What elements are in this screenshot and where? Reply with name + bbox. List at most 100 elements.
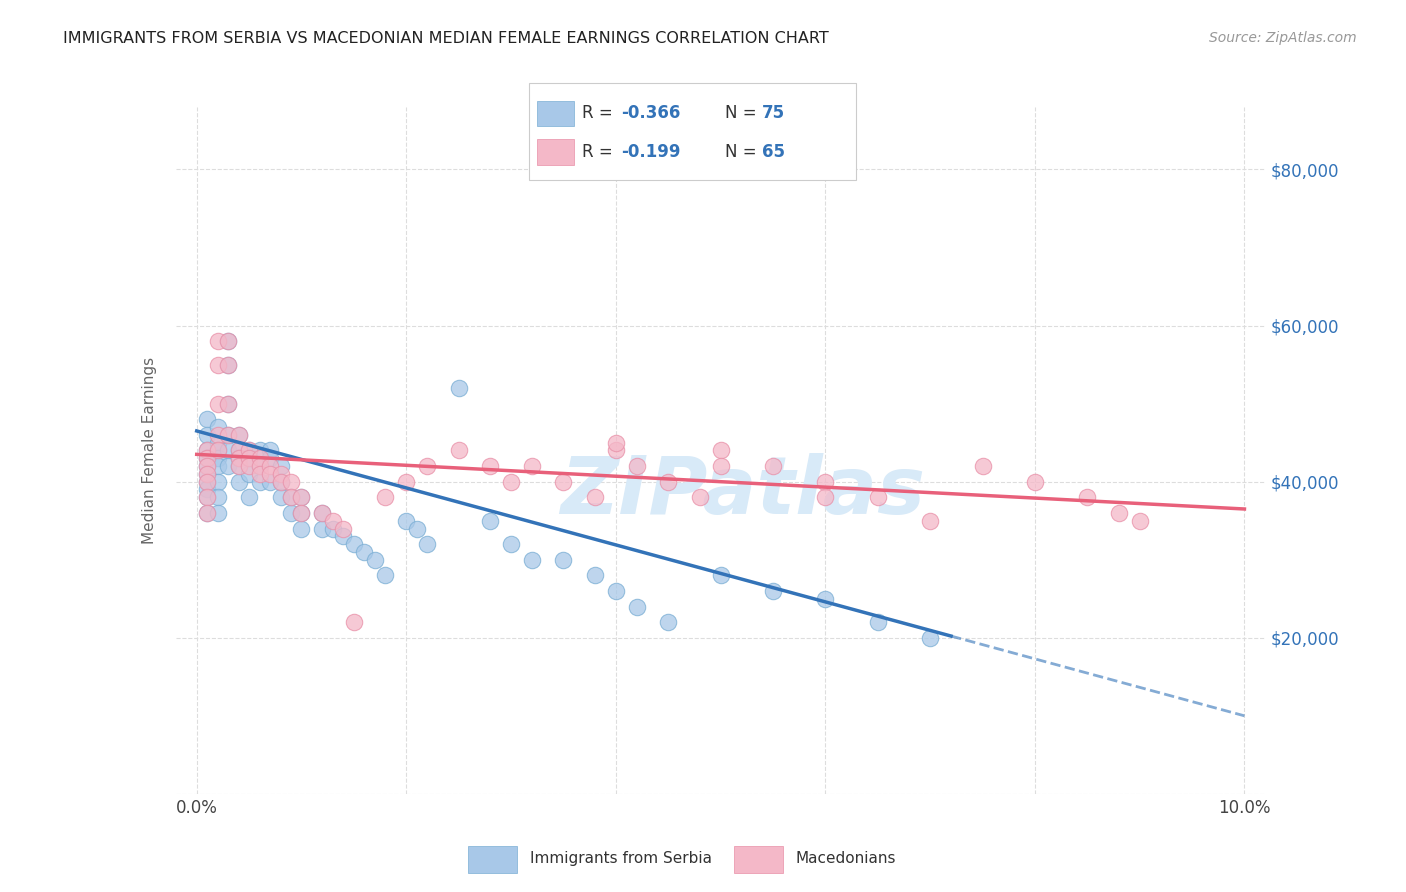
Point: [238, 458, 260, 473]
Point: [689, 490, 711, 504]
Point: [709, 443, 731, 458]
Text: R =: R =: [582, 143, 617, 161]
Point: [479, 458, 502, 473]
Point: [1129, 514, 1152, 528]
Point: [228, 451, 250, 466]
Point: [195, 451, 218, 466]
Point: [290, 521, 312, 535]
Point: [311, 506, 333, 520]
Point: [447, 443, 470, 458]
Point: [195, 412, 218, 426]
Point: [259, 475, 281, 489]
Point: [207, 420, 229, 434]
Point: [290, 506, 312, 520]
Point: [499, 475, 522, 489]
Point: [920, 514, 942, 528]
Point: [311, 521, 333, 535]
Point: [290, 490, 312, 504]
Y-axis label: Median Female Earnings: Median Female Earnings: [142, 357, 157, 544]
Point: [280, 475, 302, 489]
Point: [195, 458, 218, 473]
Point: [259, 467, 281, 481]
Point: [762, 583, 785, 598]
Text: Immigrants from Serbia: Immigrants from Serbia: [530, 851, 711, 866]
Point: [238, 467, 260, 481]
Point: [195, 506, 218, 520]
Point: [583, 568, 606, 582]
Point: [207, 396, 229, 410]
Point: [195, 483, 218, 497]
Point: [353, 545, 375, 559]
Point: [290, 490, 312, 504]
Point: [195, 451, 218, 466]
Point: [626, 599, 648, 614]
Point: [238, 443, 260, 458]
Point: [249, 443, 271, 458]
Point: [270, 467, 292, 481]
Point: [228, 458, 250, 473]
Text: 75: 75: [762, 104, 785, 122]
Point: [207, 443, 229, 458]
Text: Macedonians: Macedonians: [796, 851, 896, 866]
Point: [207, 358, 229, 372]
Point: [322, 514, 344, 528]
Point: [195, 475, 218, 489]
Point: [207, 427, 229, 442]
Point: [605, 435, 627, 450]
Point: [249, 467, 271, 481]
Point: [259, 451, 281, 466]
Point: [866, 490, 889, 504]
Text: N =: N =: [725, 104, 762, 122]
Point: [195, 467, 218, 481]
Point: [322, 521, 344, 535]
FancyBboxPatch shape: [537, 139, 574, 165]
Point: [1076, 490, 1098, 504]
Point: [416, 537, 439, 551]
Text: R =: R =: [582, 104, 617, 122]
Point: [709, 458, 731, 473]
Point: [814, 490, 837, 504]
Bar: [468, 847, 517, 873]
Point: [343, 615, 366, 630]
Point: [270, 475, 292, 489]
Point: [605, 443, 627, 458]
Point: [814, 475, 837, 489]
Point: [228, 475, 250, 489]
Point: [374, 490, 396, 504]
Point: [709, 568, 731, 582]
Point: [195, 467, 218, 481]
Point: [249, 458, 271, 473]
Point: [195, 443, 218, 458]
Point: [207, 435, 229, 450]
Point: [249, 475, 271, 489]
Point: [583, 490, 606, 504]
Point: [217, 458, 239, 473]
Point: [207, 490, 229, 504]
FancyBboxPatch shape: [537, 101, 574, 127]
Point: [195, 427, 218, 442]
Point: [364, 552, 387, 567]
Point: [195, 490, 218, 504]
Point: [259, 443, 281, 458]
Point: [249, 458, 271, 473]
Point: [207, 506, 229, 520]
Text: ZIPatlas: ZIPatlas: [560, 452, 925, 531]
Point: [207, 475, 229, 489]
Point: [217, 427, 239, 442]
Point: [207, 451, 229, 466]
Point: [332, 521, 354, 535]
Point: [520, 552, 543, 567]
FancyBboxPatch shape: [529, 83, 856, 180]
Point: [280, 490, 302, 504]
Point: [217, 334, 239, 349]
Point: [195, 475, 218, 489]
Point: [207, 458, 229, 473]
Point: [814, 591, 837, 606]
Point: [280, 490, 302, 504]
Point: [290, 506, 312, 520]
Point: [217, 396, 239, 410]
Point: [228, 443, 250, 458]
Point: [217, 427, 239, 442]
Point: [605, 583, 627, 598]
Point: [228, 451, 250, 466]
